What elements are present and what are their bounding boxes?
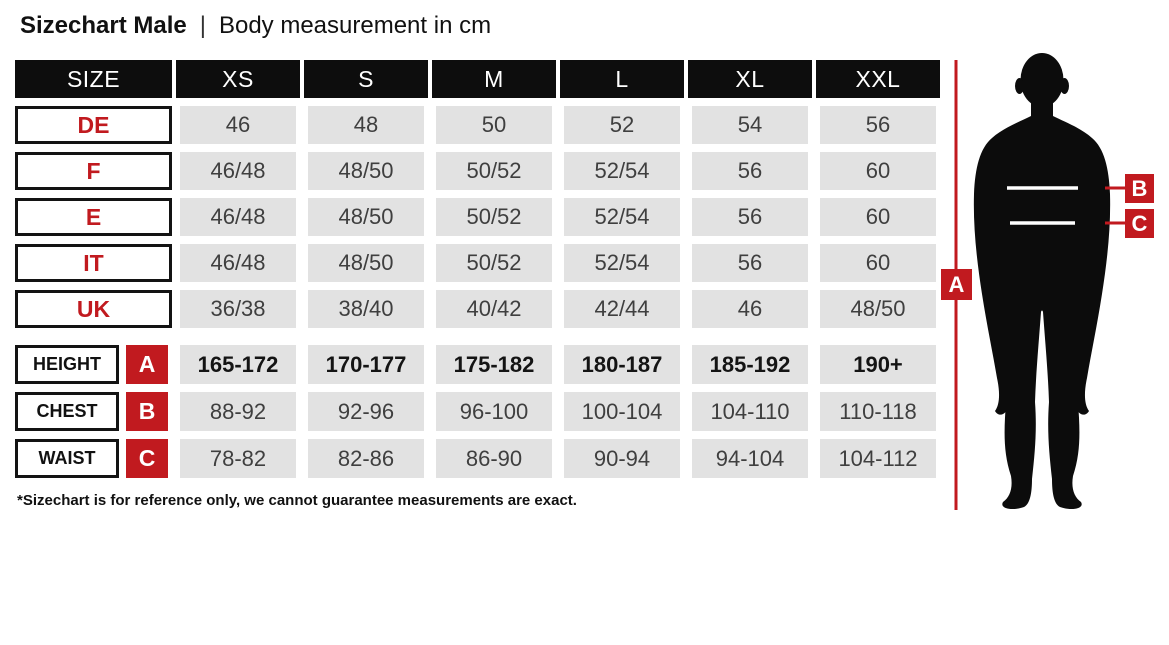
table-cell: 60 [820, 198, 936, 236]
table-cell: 48/50 [308, 198, 424, 236]
table-cell: 180-187 [564, 345, 680, 384]
row-label-height: HEIGHT A [15, 345, 172, 384]
column-header-s: S [304, 60, 428, 98]
table-cell: 104-112 [820, 439, 936, 478]
table-cell: 50/52 [436, 152, 552, 190]
figure-body-silhouette [973, 98, 1111, 510]
figure-badge-a [941, 269, 972, 300]
table-cell: 96-100 [436, 392, 552, 431]
table-cell: 175-182 [436, 345, 552, 384]
table-cell: 48/50 [820, 290, 936, 328]
title-main: Sizechart Male [20, 12, 187, 39]
chest-label: CHEST [15, 392, 119, 431]
figure-ear-left [1015, 78, 1024, 94]
table-cell: 56 [692, 244, 808, 282]
title-separator: | [199, 12, 206, 39]
table-cell: 60 [820, 244, 936, 282]
table-cell: 60 [820, 152, 936, 190]
table-cell: 50 [436, 106, 552, 144]
table-cell: 56 [692, 198, 808, 236]
column-header-xl: XL [688, 60, 812, 98]
footnote-text: *Sizechart is for reference only, we can… [17, 492, 577, 509]
row-label-e: E [15, 198, 172, 236]
table-cell: 48/50 [308, 152, 424, 190]
table-cell: 170-177 [308, 345, 424, 384]
table-cell: 92-96 [308, 392, 424, 431]
table-cell: 48/50 [308, 244, 424, 282]
page-title: Sizechart Male | Body measurement in cm [20, 12, 491, 40]
table-cell: 100-104 [564, 392, 680, 431]
table-cell: 52/54 [564, 244, 680, 282]
table-cell: 46/48 [180, 152, 296, 190]
marker-badge-b: B [126, 392, 168, 431]
figure-badge-c-letter: C [1132, 211, 1148, 236]
size-table: SIZE XS S M L XL XXL DE 46 48 50 52 54 5… [15, 60, 940, 328]
table-cell: 38/40 [308, 290, 424, 328]
column-header-xxl: XXL [816, 60, 940, 98]
column-header-size: SIZE [15, 60, 172, 98]
figure-head [1020, 53, 1064, 107]
table-cell: 110-118 [820, 392, 936, 431]
table-cell: 46 [180, 106, 296, 144]
measurement-table: HEIGHT A 165-172 170-177 175-182 180-187… [15, 345, 940, 478]
figure-badge-b-letter: B [1132, 176, 1148, 201]
waist-label: WAIST [15, 439, 119, 478]
table-cell: 82-86 [308, 439, 424, 478]
table-cell: 46/48 [180, 244, 296, 282]
figure-badge-a-letter: A [949, 272, 965, 297]
row-label-f: F [15, 152, 172, 190]
table-cell: 86-90 [436, 439, 552, 478]
table-cell: 48 [308, 106, 424, 144]
table-cell: 54 [692, 106, 808, 144]
column-header-m: M [432, 60, 556, 98]
height-label: HEIGHT [15, 345, 119, 384]
table-cell: 50/52 [436, 244, 552, 282]
table-cell: 90-94 [564, 439, 680, 478]
column-header-l: L [560, 60, 684, 98]
row-label-uk: UK [15, 290, 172, 328]
row-label-chest: CHEST B [15, 392, 172, 431]
table-cell: 88-92 [180, 392, 296, 431]
row-label-de: DE [15, 106, 172, 144]
table-cell: 42/44 [564, 290, 680, 328]
table-cell: 40/42 [436, 290, 552, 328]
table-cell: 52/54 [564, 198, 680, 236]
table-cell: 46 [692, 290, 808, 328]
table-cell: 104-110 [692, 392, 808, 431]
table-cell: 52/54 [564, 152, 680, 190]
marker-badge-a: A [126, 345, 168, 384]
table-cell: 78-82 [180, 439, 296, 478]
table-cell: 56 [692, 152, 808, 190]
table-cell: 165-172 [180, 345, 296, 384]
table-cell: 94-104 [692, 439, 808, 478]
table-cell: 190+ [820, 345, 936, 384]
column-header-xs: XS [176, 60, 300, 98]
title-subtitle: Body measurement in cm [218, 12, 492, 39]
table-cell: 50/52 [436, 198, 552, 236]
table-cell: 56 [820, 106, 936, 144]
table-cell: 185-192 [692, 345, 808, 384]
table-cell: 46/48 [180, 198, 296, 236]
row-label-it: IT [15, 244, 172, 282]
row-label-waist: WAIST C [15, 439, 172, 478]
marker-badge-c: C [126, 439, 168, 478]
figure-badge-c [1125, 209, 1154, 238]
body-figure: A B C [941, 53, 1154, 510]
figure-badge-b [1125, 174, 1154, 203]
table-cell: 36/38 [180, 290, 296, 328]
figure-ear-right [1060, 78, 1069, 94]
table-cell: 52 [564, 106, 680, 144]
